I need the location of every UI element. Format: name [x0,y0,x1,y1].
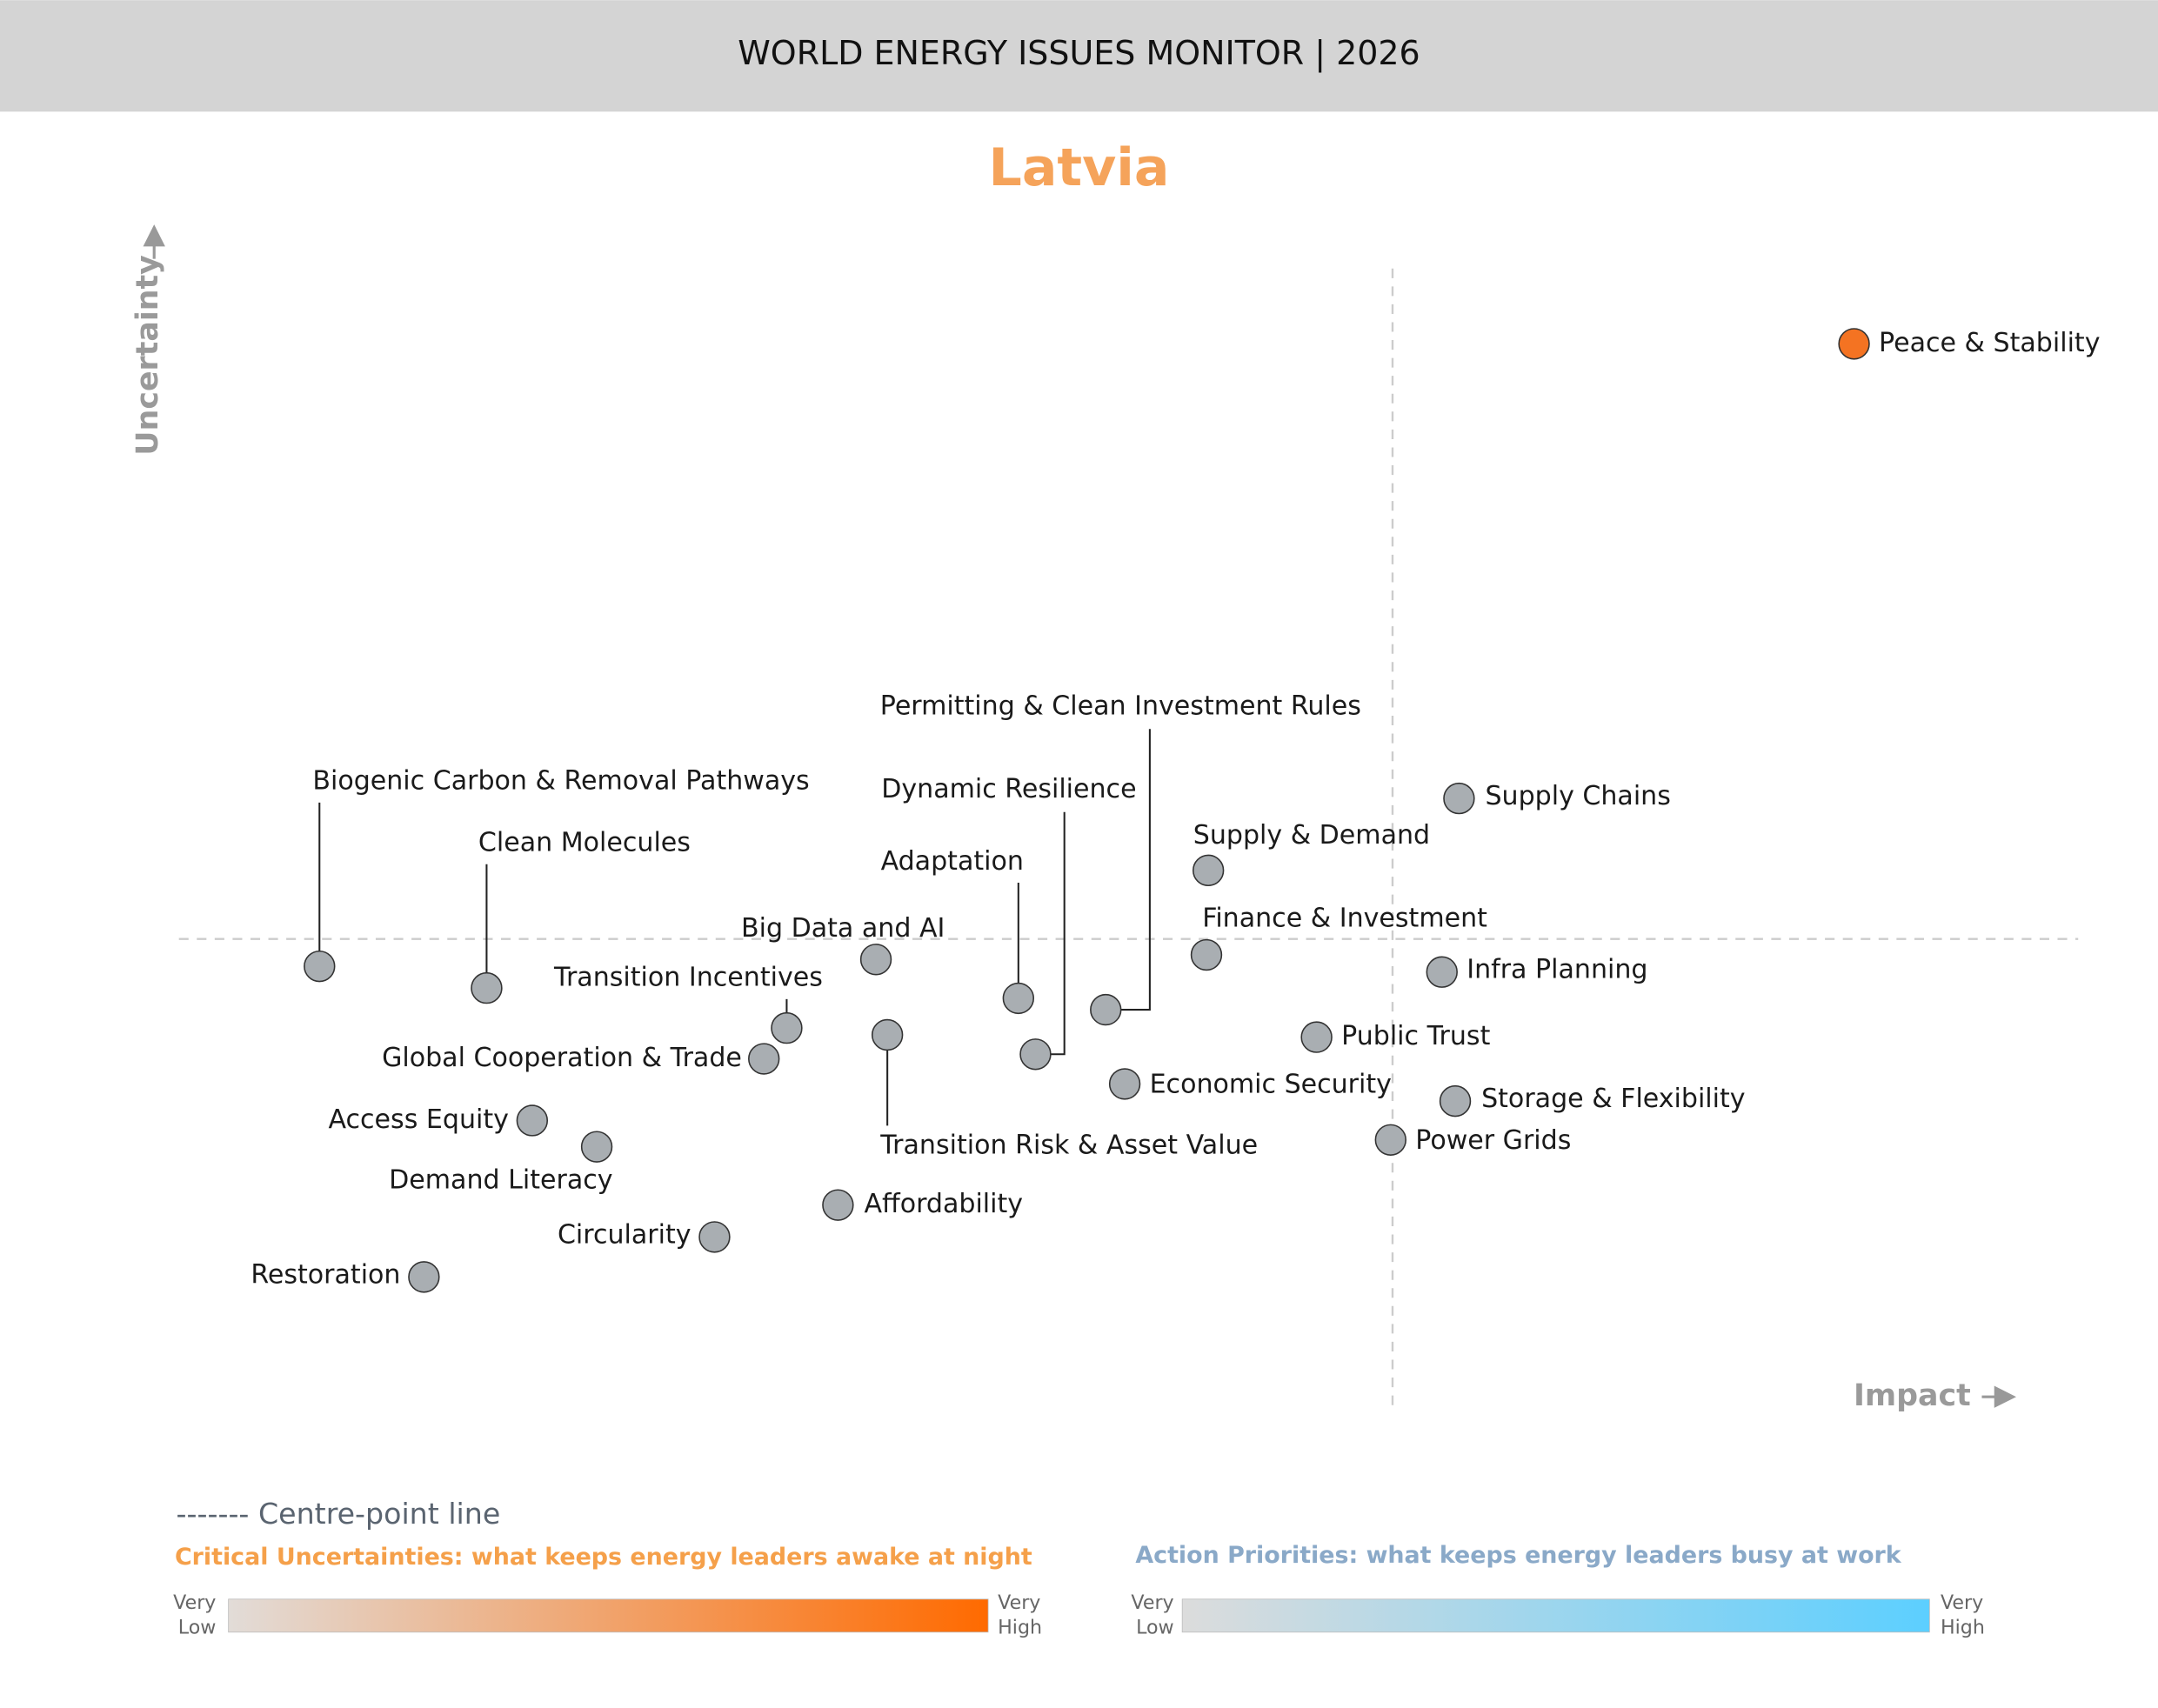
point [1192,854,1225,887]
point-label: Permitting & Clean Investment Rules [880,691,1361,721]
point [1190,938,1223,971]
point-label: Access Equity [328,1104,508,1135]
leader-line [1106,729,1151,1011]
high-label: Very [998,1591,1040,1614]
point-label: Transition Incentives [553,963,823,993]
point [580,1131,613,1163]
point-label: Global Cooperation & Trade [382,1043,742,1073]
point [1374,1124,1406,1156]
point-label: Affordability [864,1189,1023,1219]
y-axis-label: Uncertainty [130,255,165,456]
point [1443,782,1475,815]
priority-title: Action Priorities: what keeps energy lea… [1135,1542,1901,1569]
point [1300,1021,1333,1053]
leader-line [1035,811,1066,1056]
centre-line-legend: ------- Centre-point line [177,1497,501,1531]
point [304,950,336,983]
header-title: WORLD ENERGY ISSUES MONITOR | 2026 [738,34,1420,73]
point [1019,1038,1052,1071]
point [471,971,503,1004]
point-label: Adaptation [881,846,1024,877]
point [748,1043,780,1075]
point [1426,956,1458,988]
point [1838,328,1870,360]
high-label: High [1941,1617,1985,1639]
point [516,1104,549,1137]
point [771,1011,803,1044]
point [1090,993,1122,1026]
point [698,1221,731,1253]
point [822,1189,854,1221]
x-axis-label: Impact [1854,1378,1971,1413]
plot: Peace & Stability Supply Chains Supply & D… [178,268,2100,1411]
low-label: Very [173,1591,216,1614]
header-bar [0,0,2158,112]
point-label: Dynamic Resilience [881,774,1136,804]
uncertainty-colorbar [228,1598,989,1633]
point [408,1261,440,1293]
high-label: Very [1941,1591,1983,1614]
point [859,944,892,976]
point-label: Economic Security [1150,1070,1392,1100]
point-label: Storage & Flexibility [1481,1084,1746,1114]
point-label: Supply Chains [1485,781,1670,811]
low-label: Low [1136,1617,1174,1639]
point-label: Finance & Investment [1202,903,1487,933]
point-label: Circularity [558,1219,691,1250]
point-label: Infra Planning [1467,955,1647,985]
high-label: High [998,1617,1042,1639]
priority-colorbar [1181,1598,1930,1633]
low-label: Low [178,1617,217,1639]
point [1002,982,1035,1015]
low-label: Very [1131,1591,1173,1614]
point [871,1018,904,1051]
point-label: Power Grids [1415,1125,1571,1156]
point-label: Clean Molecules [478,827,691,857]
point-label: Demand Literacy [389,1165,612,1196]
point-label: Public Trust [1341,1021,1490,1051]
point [1108,1068,1141,1100]
chart-title: Latvia [989,137,1170,198]
point-label: Biogenic Carbon & Removal Pathways [312,766,809,797]
point [1439,1084,1472,1118]
point-label: Restoration [251,1259,400,1290]
point-label: Supply & Demand [1193,820,1430,851]
point-label: Big Data and AI [741,913,945,944]
point-label: Transition Risk & Asset Value [879,1131,1258,1161]
uncertainty-title: Critical Uncertainties: what keeps energ… [175,1544,1032,1571]
point-label: Peace & Stability [1879,328,2100,358]
